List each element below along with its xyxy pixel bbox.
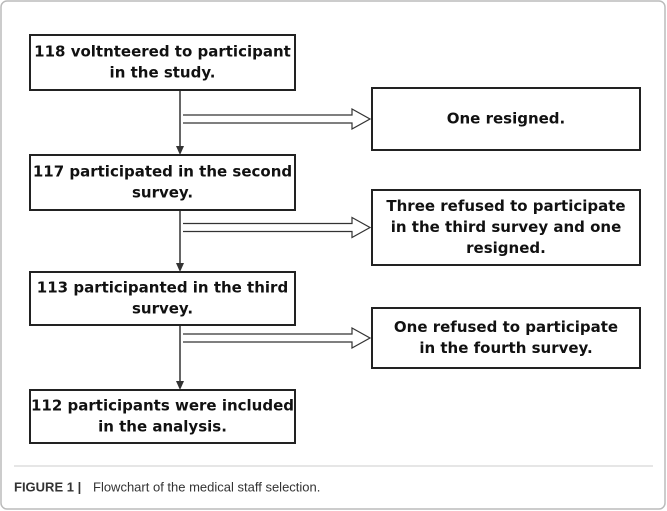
exclusion-box-text: in the fourth survey.	[419, 339, 592, 357]
exclusion-box	[371, 87, 641, 151]
step-box	[29, 34, 296, 91]
exclusion-box-text: resigned.	[466, 239, 546, 257]
step-box	[29, 154, 296, 211]
arrowhead	[176, 381, 184, 390]
exclusion-box	[371, 189, 641, 266]
exclusion-box-text: One resigned.	[447, 110, 566, 128]
step-box	[29, 389, 296, 444]
side-arrow	[183, 107, 372, 131]
step-box-text: 113 participanted in the third	[37, 279, 288, 297]
exclusion-box	[371, 307, 641, 369]
step-box-text: 112 participants were included	[31, 397, 294, 415]
side-arrow	[183, 216, 372, 239]
exclusion-box-text: One refused to participate	[394, 318, 618, 336]
step-box-text: in the analysis.	[98, 418, 227, 436]
step-box-text: 117 participated in the second	[33, 163, 292, 181]
step-box-text: survey.	[132, 300, 193, 318]
arrowhead	[176, 263, 184, 272]
step-box	[29, 271, 296, 326]
arrowhead	[176, 146, 184, 155]
exclusion-box-text: Three refused to participate	[386, 197, 625, 215]
caption-label: FIGURE 1 |	[14, 479, 81, 494]
side-arrow	[183, 326, 372, 350]
step-box-text: 118 voltnteered to participant	[34, 43, 291, 61]
step-box-text: in the study.	[110, 64, 216, 82]
step-box-text: survey.	[132, 184, 193, 202]
caption-text: Flowchart of the medical staff selection…	[93, 479, 320, 494]
exclusion-box-text: in the third survey and one	[391, 218, 622, 236]
